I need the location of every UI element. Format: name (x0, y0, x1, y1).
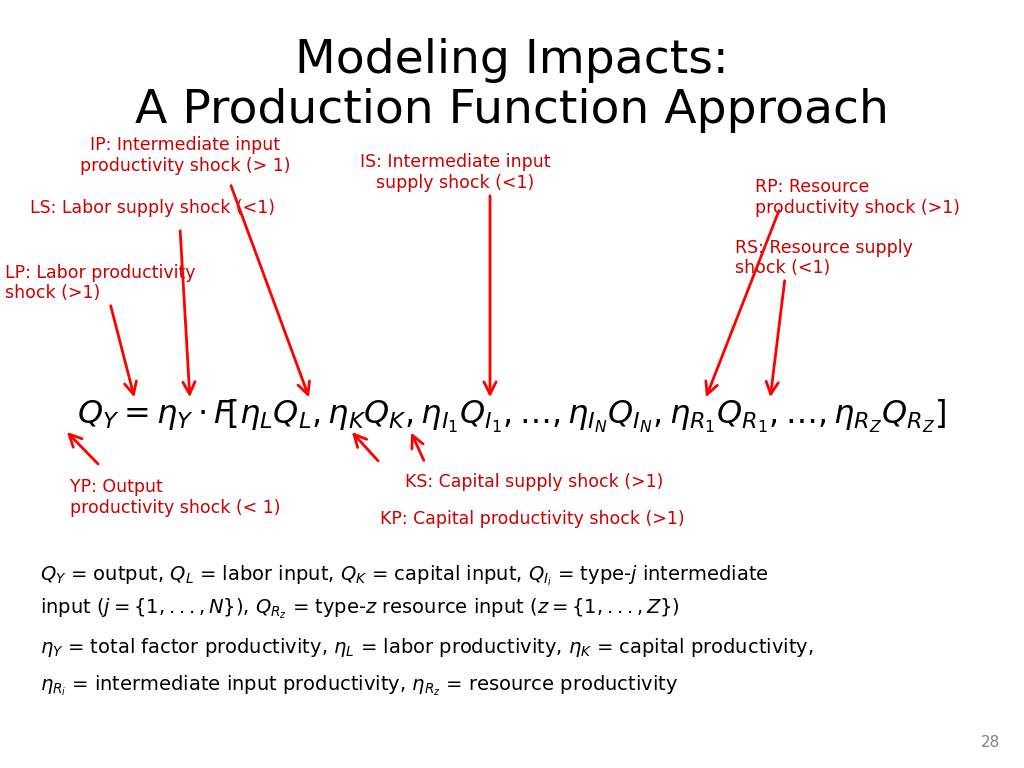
Text: IP: Intermediate input
productivity shock (> 1): IP: Intermediate input productivity shoc… (80, 136, 290, 175)
Text: input ($j = \{1, ..., N\}$), $Q_{R_z}$ = type-$z$ resource input ($z = \{1, ...,: input ($j = \{1, ..., N\}$), $Q_{R_z}$ =… (40, 596, 680, 621)
Text: YP: Output
productivity shock (< 1): YP: Output productivity shock (< 1) (70, 478, 281, 517)
Text: KP: Capital productivity shock (>1): KP: Capital productivity shock (>1) (380, 510, 685, 528)
Text: $\eta_{R_i}$ = intermediate input productivity, $\eta_{R_z}$ = resource producti: $\eta_{R_i}$ = intermediate input produc… (40, 673, 678, 697)
Text: LP: Labor productivity
shock (>1): LP: Labor productivity shock (>1) (5, 263, 196, 303)
Text: IS: Intermediate input
supply shock (<1): IS: Intermediate input supply shock (<1) (359, 153, 550, 192)
Text: Modeling Impacts:: Modeling Impacts: (295, 38, 729, 83)
Text: 28: 28 (981, 735, 1000, 750)
Text: A Production Function Approach: A Production Function Approach (135, 88, 889, 133)
Text: $Q_Y = \eta_Y \cdot F\!\left[\eta_L Q_L, \eta_K Q_K, \eta_{I_1} Q_{I_1}, \ldots,: $Q_Y = \eta_Y \cdot F\!\left[\eta_L Q_L,… (78, 397, 946, 435)
Text: KS: Capital supply shock (>1): KS: Capital supply shock (>1) (406, 473, 664, 491)
Text: RP: Resource
productivity shock (>1): RP: Resource productivity shock (>1) (755, 178, 961, 217)
Text: $\eta_Y$ = total factor productivity, $\eta_L$ = labor productivity, $\eta_K$ = : $\eta_Y$ = total factor productivity, $\… (40, 636, 813, 659)
Text: $Q_Y$ = output, $Q_L$ = labor input, $Q_K$ = capital input, $Q_{I_i}$ = type-$j$: $Q_Y$ = output, $Q_L$ = labor input, $Q_… (40, 563, 769, 588)
Text: LS: Labor supply shock (<1): LS: Labor supply shock (<1) (30, 199, 275, 217)
Text: RS: Resource supply
shock (<1): RS: Resource supply shock (<1) (735, 239, 912, 277)
